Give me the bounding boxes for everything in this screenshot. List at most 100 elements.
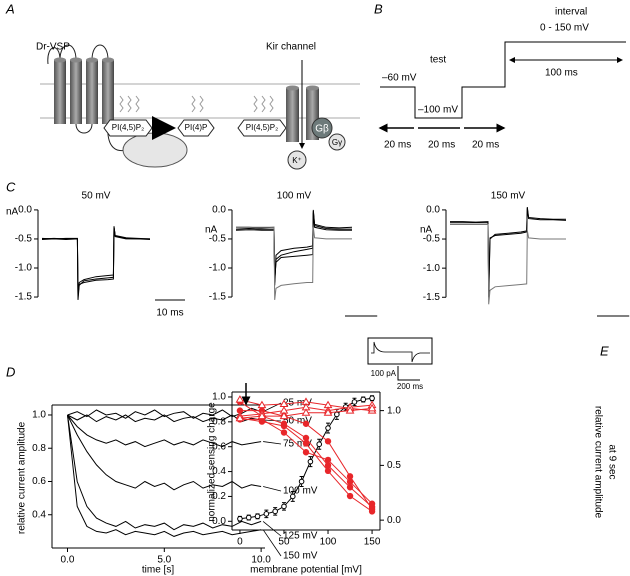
y-tick-label: 0.2 — [212, 491, 226, 502]
label-leader — [262, 521, 282, 537]
marker — [236, 407, 244, 414]
series-line — [41, 227, 151, 295]
lipid-label: PI(4,5)P₂ — [112, 123, 144, 132]
holding-label: –60 mV — [382, 73, 417, 84]
interval-range: 0 - 150 mV — [540, 23, 589, 34]
series-line — [67, 414, 262, 423]
series-line — [41, 227, 151, 298]
series-line — [450, 208, 567, 292]
x-tick-label: 50 — [278, 537, 290, 548]
marker — [237, 516, 243, 522]
marker — [235, 395, 245, 403]
y-tick-label: -1.0 — [423, 263, 441, 274]
y-tick-label: 0.8 — [32, 443, 46, 454]
lipid-label: PI(4)P — [185, 123, 208, 132]
label-leader — [263, 441, 282, 445]
marker — [346, 492, 354, 500]
marker — [302, 420, 310, 427]
y-tick-label: 0.0 — [426, 205, 440, 216]
marker — [324, 462, 332, 469]
panel-label: E — [600, 343, 609, 358]
marker — [245, 514, 252, 521]
marker — [323, 408, 333, 416]
marker — [302, 434, 310, 442]
y-tick-label: 1.0 — [212, 392, 226, 403]
y-axis-label: relative current amplitude — [17, 421, 28, 534]
g-beta — [311, 117, 333, 139]
marker — [301, 408, 311, 416]
y-tick-label: -1.5 — [209, 292, 227, 303]
marker — [324, 467, 332, 475]
panel-label: D — [6, 364, 15, 379]
marker — [280, 429, 288, 436]
series-line — [67, 407, 262, 419]
vsp-label: Dr-VSP — [36, 42, 70, 53]
panel-label: A — [5, 1, 15, 16]
marker — [254, 513, 261, 520]
y2-axis-label: at 9 sec — [606, 444, 617, 479]
potassium-label: K⁺ — [292, 156, 302, 165]
marker — [316, 441, 323, 448]
y-tick-label: -1.0 — [209, 263, 227, 274]
inset-scale — [397, 366, 420, 381]
series-line — [67, 414, 262, 491]
x-axis-label: membrane potential [mV] — [250, 565, 362, 576]
marker — [281, 503, 287, 510]
y-tick-label: 0.6 — [212, 441, 226, 452]
vsp-helices — [54, 57, 114, 124]
series-line — [235, 212, 352, 280]
chart-title: 150 mV — [491, 191, 526, 202]
y-tick-label: 0.0 — [18, 205, 32, 216]
series-line — [450, 206, 566, 298]
g-gamma-label: Gγ — [332, 138, 342, 147]
marker — [346, 478, 354, 486]
marker — [368, 500, 376, 507]
inset-frame — [367, 337, 433, 365]
panel-label: C — [6, 179, 16, 194]
y2-tick-label: 0.0 — [387, 515, 401, 526]
label-leader — [262, 529, 282, 557]
lipid-tails — [119, 95, 274, 113]
duration-label: 20 ms — [472, 140, 499, 151]
marker — [360, 396, 367, 403]
y-tick-label: -0.5 — [423, 234, 441, 245]
series-line — [236, 209, 353, 286]
series-line — [67, 414, 262, 448]
marker — [289, 493, 296, 500]
scale-bar-label: 10 ms — [156, 308, 183, 319]
marker — [367, 403, 377, 412]
inset-y-scale: 100 pA — [371, 369, 397, 378]
y-tick-label: -1.5 — [423, 292, 441, 303]
x-tick-label: 100 — [320, 537, 337, 548]
marker — [345, 406, 355, 414]
series-line — [450, 224, 566, 305]
y-unit: nA — [6, 207, 19, 218]
marker — [324, 438, 332, 445]
interval-duration: 100 ms — [545, 68, 578, 79]
panel-label: B — [374, 1, 383, 16]
lipid-head — [177, 119, 215, 137]
y-tick-label: 0.4 — [32, 509, 46, 520]
lipid-label: PI(4,5)P₂ — [246, 123, 278, 132]
y-tick-label: -1.0 — [15, 263, 33, 274]
chart-title: 100 mV — [277, 191, 312, 202]
y-unit: nA — [205, 225, 218, 236]
y2-tick-label: 1.0 — [387, 405, 401, 416]
marker — [307, 458, 314, 465]
panel-a-diagram: PI(4,5)P₂ PI(4)P PI(4,5)P₂ Gβ Gγ K⁺ Dr-V… — [36, 42, 360, 170]
marker — [263, 511, 270, 517]
potassium-ion — [287, 150, 307, 170]
series-label: 100 mV — [283, 486, 318, 497]
series-line — [67, 414, 262, 537]
panel-b-protocol: interval 0 - 150 mV 100 ms test –60 mV –… — [380, 7, 626, 151]
x-tick-label: 0.0 — [61, 555, 75, 566]
series-label: 125 mV — [283, 531, 318, 542]
x-tick-label: 5.0 — [157, 555, 171, 566]
y-unit: nA — [420, 225, 433, 236]
series-label: 150 mV — [283, 551, 318, 562]
y-tick-label: -1.5 — [15, 292, 33, 303]
y-tick-label: 0.8 — [212, 416, 226, 427]
series-line — [67, 414, 262, 531]
marker — [346, 473, 354, 480]
